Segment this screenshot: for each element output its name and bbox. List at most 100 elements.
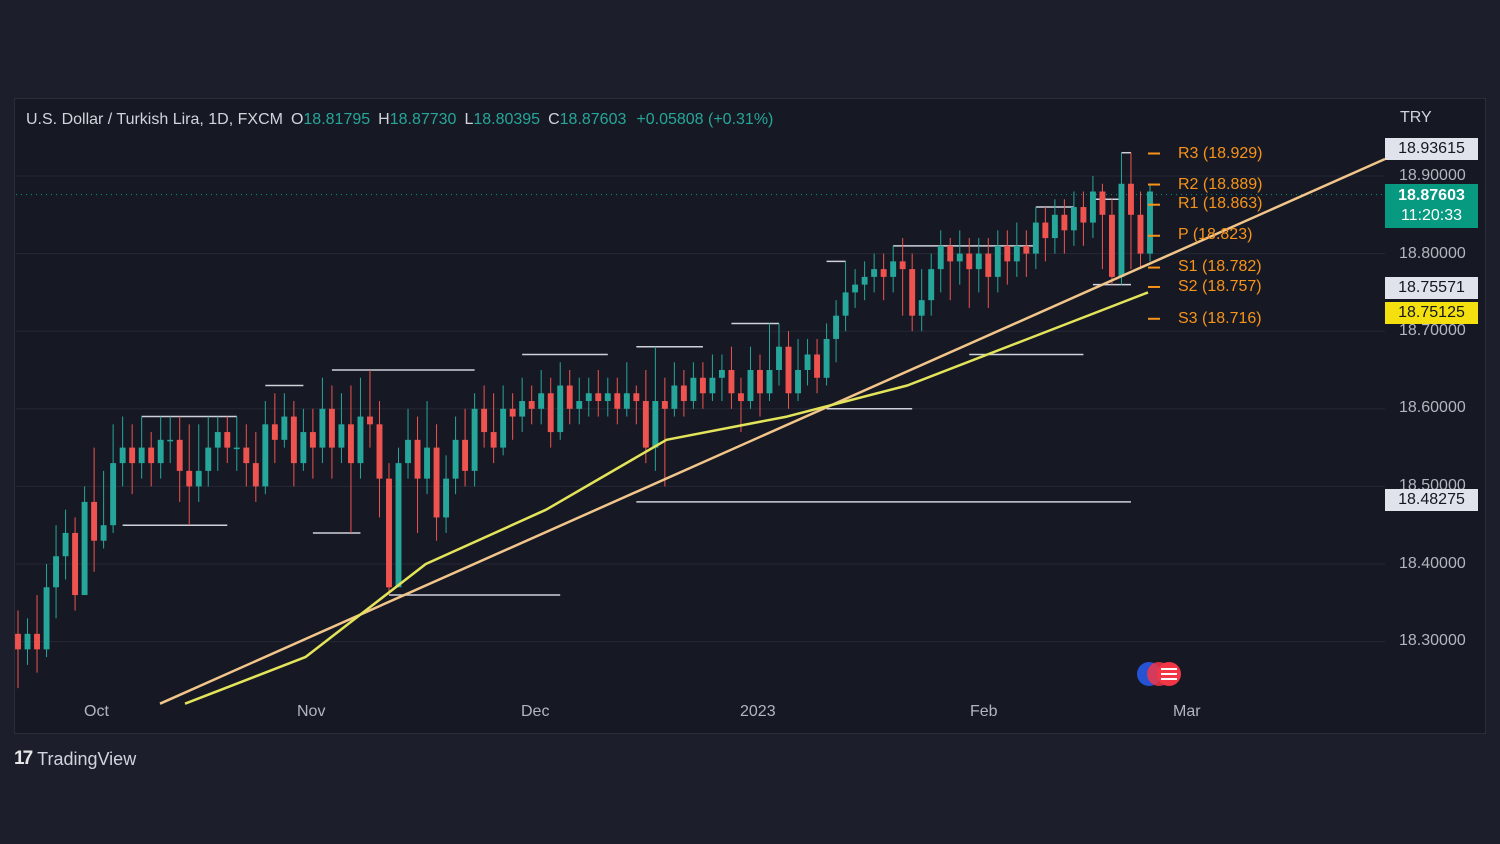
low-label: L xyxy=(464,111,474,128)
candle-body xyxy=(709,377,716,394)
candle-body xyxy=(243,447,250,464)
candle-body xyxy=(652,401,659,448)
price-tick: 18.80000 xyxy=(1399,245,1466,262)
symbol-legend: U.S. Dollar / Turkish Lira, 1D, FXCM O 18.… xyxy=(26,111,773,129)
candle-body xyxy=(100,525,107,541)
candle-body xyxy=(899,261,906,270)
candle-body xyxy=(376,424,383,479)
candle-body xyxy=(814,354,821,378)
candle-body xyxy=(424,447,430,479)
candle-body xyxy=(186,470,193,487)
candle-body xyxy=(728,370,735,394)
candle-body xyxy=(747,370,754,402)
horizontal-levels xyxy=(122,151,1131,596)
candle-body xyxy=(1023,245,1030,254)
candle-body xyxy=(975,253,982,270)
candle-body xyxy=(110,463,117,526)
candle-body xyxy=(871,269,878,277)
candle-body xyxy=(557,385,564,433)
candle-body xyxy=(205,447,212,471)
candle-body xyxy=(357,416,364,464)
candle-body xyxy=(833,315,840,339)
candle-body xyxy=(1089,191,1096,223)
candle-body xyxy=(823,338,830,378)
candle-body xyxy=(861,276,868,285)
candle-body xyxy=(195,470,202,487)
candle-body xyxy=(443,478,450,518)
candle-body xyxy=(233,447,240,450)
candle-body xyxy=(309,432,316,448)
candle-body xyxy=(490,432,497,448)
candle-body xyxy=(500,408,507,448)
chart-frame[interactable] xyxy=(14,98,1486,734)
candle-body xyxy=(661,401,668,409)
candle-body xyxy=(176,439,183,471)
candle-body xyxy=(918,300,925,316)
candles xyxy=(15,152,1153,689)
price-marker: 18.48275 xyxy=(1385,489,1478,511)
candle-body xyxy=(690,377,697,402)
candle-body xyxy=(290,416,297,464)
candle-body xyxy=(623,393,630,409)
candle-body xyxy=(319,408,326,448)
candle-body xyxy=(680,385,687,402)
pivot-label-s2: S2 (18.757) xyxy=(1178,278,1262,295)
price-marker: 18.75571 xyxy=(1385,277,1478,299)
candle-body xyxy=(1109,214,1115,277)
candle-body xyxy=(148,447,155,464)
candle-body xyxy=(633,393,640,402)
pivot-label-s1: S1 (18.782) xyxy=(1178,258,1262,275)
candle-body xyxy=(405,439,411,464)
price-tick: 18.90000 xyxy=(1399,167,1466,184)
candle-body xyxy=(224,432,231,448)
candle-body xyxy=(138,447,145,464)
current-price-marker: 18.87603 11:20:33 xyxy=(1385,184,1478,228)
moving-average-line xyxy=(184,291,1149,705)
candle-body xyxy=(157,439,164,464)
candle-body xyxy=(966,253,973,270)
candle-body xyxy=(34,633,40,650)
price-tick: 18.40000 xyxy=(1399,555,1466,572)
candle-body xyxy=(576,401,583,409)
price-marker: 18.93615 xyxy=(1385,138,1478,160)
us-event-flag-icon[interactable] xyxy=(1135,660,1183,688)
grid-lines xyxy=(16,175,1385,643)
candle-body xyxy=(300,432,307,464)
pivot-label-s3: S3 (18.716) xyxy=(1178,310,1262,327)
price-tick: 18.30000 xyxy=(1399,632,1466,649)
pivot-label-r1: R1 (18.863) xyxy=(1178,195,1263,212)
candle-body xyxy=(386,478,392,588)
tradingview-brand[interactable]: 17 TradingView xyxy=(14,748,136,770)
candle-body xyxy=(338,424,345,448)
candle-body xyxy=(15,633,21,650)
candle-body xyxy=(462,439,469,471)
candle-body xyxy=(24,633,31,650)
candle-body xyxy=(252,463,259,487)
open-label: O xyxy=(290,111,304,128)
candle-body xyxy=(538,393,545,409)
candle-body xyxy=(328,408,335,448)
candle-body xyxy=(880,269,887,277)
pivot-label-p: P (18.823) xyxy=(1178,226,1253,243)
candle-body xyxy=(852,284,859,293)
candle-body xyxy=(947,245,954,262)
candle-body xyxy=(595,393,602,402)
candle-body xyxy=(509,408,516,417)
candle-body xyxy=(604,393,611,402)
candle-body xyxy=(1051,214,1058,239)
candle-body xyxy=(1042,222,1049,239)
candle-body xyxy=(43,587,50,650)
price-tick: 18.70000 xyxy=(1399,322,1466,339)
overlays xyxy=(159,152,1386,705)
candle-body xyxy=(757,370,763,394)
symbol-name: U.S. Dollar / Turkish Lira, 1D, FXCM xyxy=(26,111,283,128)
candle-body xyxy=(72,532,79,596)
candle-body xyxy=(928,269,935,301)
candle-body xyxy=(994,245,1001,277)
low-value: 18.80395 xyxy=(473,111,541,128)
date-tick: Dec xyxy=(521,703,550,720)
candle-body xyxy=(937,245,944,270)
candle-body xyxy=(718,370,725,378)
candle-body xyxy=(1147,191,1153,254)
